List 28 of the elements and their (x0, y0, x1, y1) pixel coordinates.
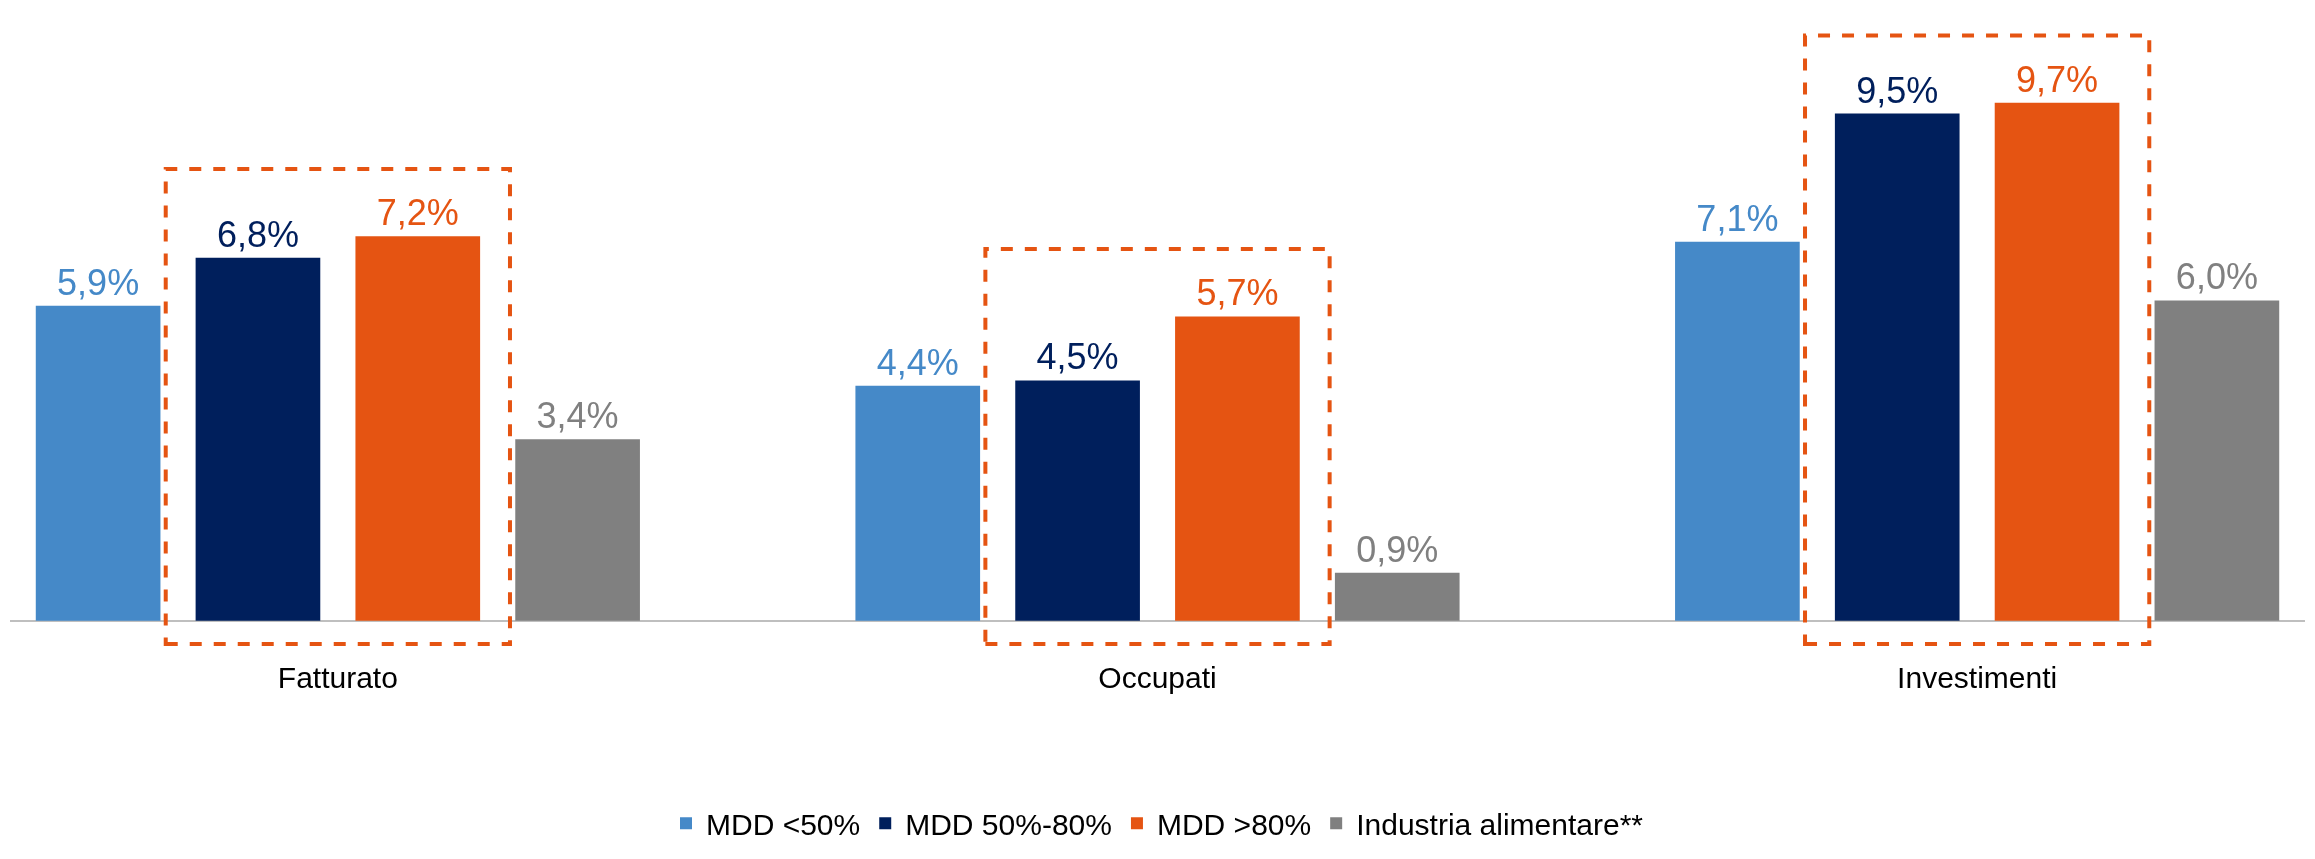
data-label: 6,0% (2175, 256, 2258, 298)
data-label: 9,5% (1856, 69, 1939, 111)
data-label: 0,9% (1356, 528, 1439, 570)
x-tick-label: Fatturato (277, 661, 398, 694)
legend-label: MDD 50%-80% (905, 807, 1112, 841)
data-label: 4,4% (876, 341, 959, 383)
data-label: 9,7% (2016, 58, 2099, 100)
data-label: 5,7% (1196, 272, 1279, 314)
bar (2154, 300, 2280, 621)
bar (1675, 241, 1800, 621)
bar (515, 439, 640, 621)
data-label: 7,1% (1696, 197, 1779, 239)
bar (1175, 316, 1300, 621)
bar (35, 305, 161, 621)
data-label: 4,5% (1036, 336, 1119, 378)
x-tick-label: Occupati (1098, 661, 1217, 694)
bar (1015, 380, 1140, 621)
x-tick-label: Investimenti (1897, 661, 2058, 694)
bar (1334, 572, 1460, 621)
data-label: 5,9% (57, 261, 140, 303)
data-label: 3,4% (536, 395, 619, 437)
legend-label: Industria alimentare** (1356, 807, 1644, 841)
legend-label: MDD <50% (706, 807, 861, 841)
bar (855, 385, 981, 621)
data-label: 7,2% (376, 192, 459, 234)
data-label: 6,8% (216, 213, 299, 255)
bar (195, 257, 321, 621)
legend-label: MDD >80% (1156, 807, 1312, 841)
